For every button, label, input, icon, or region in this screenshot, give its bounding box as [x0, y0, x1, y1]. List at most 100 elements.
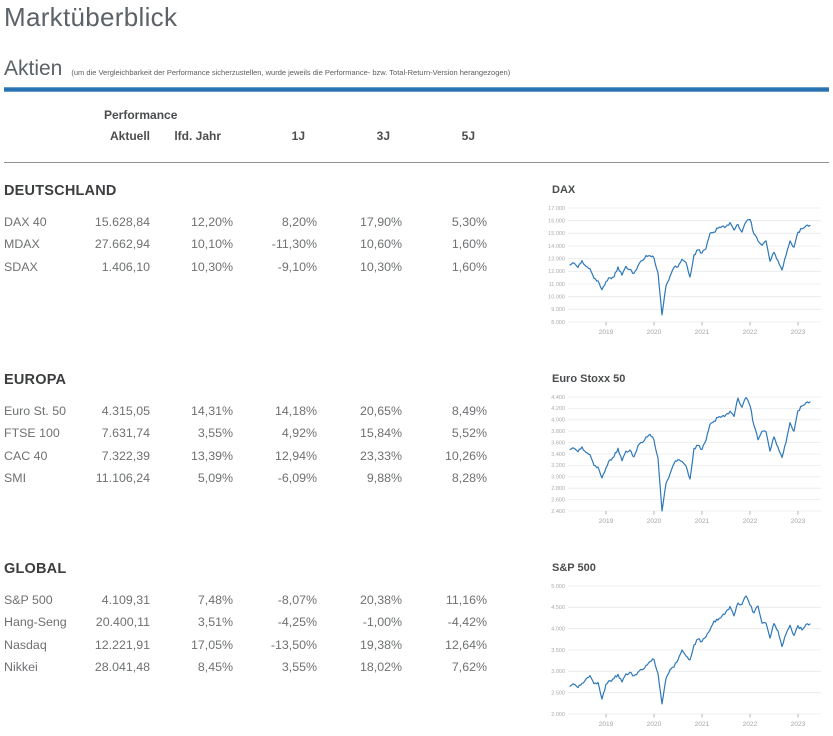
chart-title-dax: DAX — [552, 184, 576, 196]
svg-text:2021: 2021 — [695, 518, 710, 525]
section-title-deutschland: DEUTSCHLAND — [4, 183, 117, 199]
page-title: Marktüberblick — [4, 2, 178, 32]
index-value: 15,84% — [359, 426, 402, 441]
index-value: 28.041,48 — [94, 660, 150, 675]
index-value: 5,30% — [451, 215, 487, 229]
svg-text:4.400: 4.400 — [551, 395, 565, 401]
index-value: 1.406,10 — [101, 259, 150, 274]
index-value: 27.662,94 — [94, 237, 150, 252]
index-label: SDAX — [4, 259, 38, 274]
index-value: 3,51% — [197, 615, 233, 630]
index-value: 17,05% — [190, 637, 233, 652]
index-label: SMI — [4, 471, 27, 486]
index-value: 10,30% — [359, 259, 402, 274]
svg-text:14.000: 14.000 — [548, 244, 565, 250]
index-value: 20,65% — [359, 404, 402, 418]
index-value: -9,10% — [277, 259, 317, 274]
section-europa: EUROPA Euro St. 50 4.315,05 14,31% 14,18% 20… — [4, 366, 829, 531]
svg-text:2.800: 2.800 — [551, 486, 565, 492]
sp500-chart: 5.000 4.500 4.000 3.500 3.000 2.500 2.000 2019 2… — [551, 584, 821, 728]
index-label: CAC 40 — [4, 448, 48, 463]
index-value: 4,92% — [281, 426, 317, 441]
deutschland-table-area: DEUTSCHLAND DAX 40 15.628,84 12,20% 8,20% 17… — [4, 177, 491, 342]
index-value: 8,28% — [451, 471, 487, 486]
euro-stoxx-50-chart: 4.400 4.200 4.000 3.800 3.600 3.400 3.200 3.000… — [551, 395, 821, 525]
aktien-note: (um die Vergleichbarkeit der Performance… — [71, 68, 511, 77]
index-value: 13,39% — [190, 448, 233, 463]
svg-text:2020: 2020 — [647, 329, 662, 336]
index-value: -13,50% — [270, 637, 317, 652]
column-header-5j: 5J — [461, 129, 475, 143]
svg-text:8.000: 8.000 — [551, 320, 565, 326]
column-header-row: Aktuell lfd. Jahr 1J 3J 5J — [4, 129, 487, 143]
svg-text:2.400: 2.400 — [551, 509, 565, 515]
index-value: 20.400,11 — [95, 615, 150, 630]
svg-text:2.600: 2.600 — [551, 497, 565, 503]
section-deutschland: DEUTSCHLAND DAX 40 15.628,84 12,20% 8,20% 17… — [4, 177, 829, 342]
svg-text:2022: 2022 — [743, 329, 758, 336]
index-label: Nikkei — [4, 660, 38, 675]
svg-text:2.000: 2.000 — [551, 712, 565, 718]
index-value: -11,30% — [271, 237, 317, 252]
svg-text:2021: 2021 — [695, 329, 710, 336]
index-value: 11.106,24 — [95, 471, 150, 486]
index-value: 8,49% — [451, 404, 487, 418]
aktien-heading: Aktien — [4, 57, 63, 80]
section-title-global: GLOBAL — [4, 561, 67, 577]
svg-text:2020: 2020 — [647, 518, 662, 525]
header-divider — [4, 162, 829, 163]
index-table-europa: Euro St. 50 4.315,05 14,31% 14,18% 20,65% 8,4… — [4, 400, 487, 490]
svg-text:17.000: 17.000 — [548, 206, 565, 212]
index-value: 4.315,05 — [101, 404, 150, 418]
performance-group-row: Performance — [4, 108, 487, 122]
index-value: 3,55% — [197, 426, 233, 441]
svg-text:2022: 2022 — [743, 721, 758, 728]
svg-text:2023: 2023 — [791, 721, 806, 728]
index-value: 9,88% — [366, 471, 402, 486]
svg-text:10.000: 10.000 — [548, 294, 565, 300]
performance-group-header: Performance — [104, 108, 178, 122]
index-value: 10,60% — [359, 237, 402, 252]
index-value: 19,38% — [359, 637, 402, 652]
index-label: FTSE 100 — [4, 426, 60, 441]
svg-text:2021: 2021 — [695, 721, 710, 728]
index-value: -8,07% — [277, 593, 317, 607]
index-value: 7,48% — [197, 593, 233, 607]
svg-text:3.400: 3.400 — [551, 452, 565, 458]
svg-text:3.000: 3.000 — [551, 669, 565, 675]
global-chart-area: S&P 500 5.000 4.500 4.000 3.500 3.000 2.500 2.… — [543, 555, 829, 732]
column-header-aktuell: Aktuell — [109, 129, 150, 143]
index-value: 12,94% — [274, 448, 317, 463]
index-value: 14,31% — [190, 404, 233, 418]
svg-text:2020: 2020 — [647, 721, 662, 728]
index-value: 18,02% — [359, 660, 402, 675]
index-value: 12.221,91 — [94, 637, 150, 652]
index-value: 8,45% — [197, 660, 233, 675]
deutschland-chart-area: DAX 17.000 16.000 15.000 14.000 13.000 12.000… — [543, 177, 829, 342]
svg-text:16.000: 16.000 — [548, 218, 565, 224]
index-label: Euro St. 50 — [4, 404, 66, 418]
index-label: DAX 40 — [4, 215, 47, 229]
svg-text:3.000: 3.000 — [551, 475, 565, 481]
index-label: S&P 500 — [4, 593, 53, 607]
index-value: -6,09% — [277, 471, 317, 486]
svg-text:12.000: 12.000 — [548, 269, 565, 275]
svg-text:4.000: 4.000 — [551, 418, 565, 424]
index-value: 12,64% — [444, 637, 487, 652]
index-value: 3,55% — [281, 660, 317, 675]
svg-text:4.000: 4.000 — [551, 626, 565, 632]
index-value: 12,20% — [190, 215, 233, 229]
index-value: 20,38% — [359, 593, 402, 607]
index-value: 7.322,39 — [101, 448, 150, 463]
chart-title-euro-stoxx-50: Euro Stoxx 50 — [552, 373, 626, 385]
section-heading-row: Aktien (um die Vergleichbarkeit der Perf… — [4, 57, 829, 81]
index-value: 23,33% — [359, 448, 402, 463]
index-value: 14,18% — [274, 404, 317, 418]
index-value: 1,60% — [451, 259, 487, 274]
index-value: 10,30% — [190, 259, 233, 274]
index-value: 1,60% — [451, 237, 487, 252]
svg-text:9.000: 9.000 — [551, 307, 565, 313]
index-value: -4,25% — [277, 615, 317, 630]
column-header-1j: 1J — [291, 129, 305, 143]
index-value: 5,09% — [197, 471, 233, 486]
